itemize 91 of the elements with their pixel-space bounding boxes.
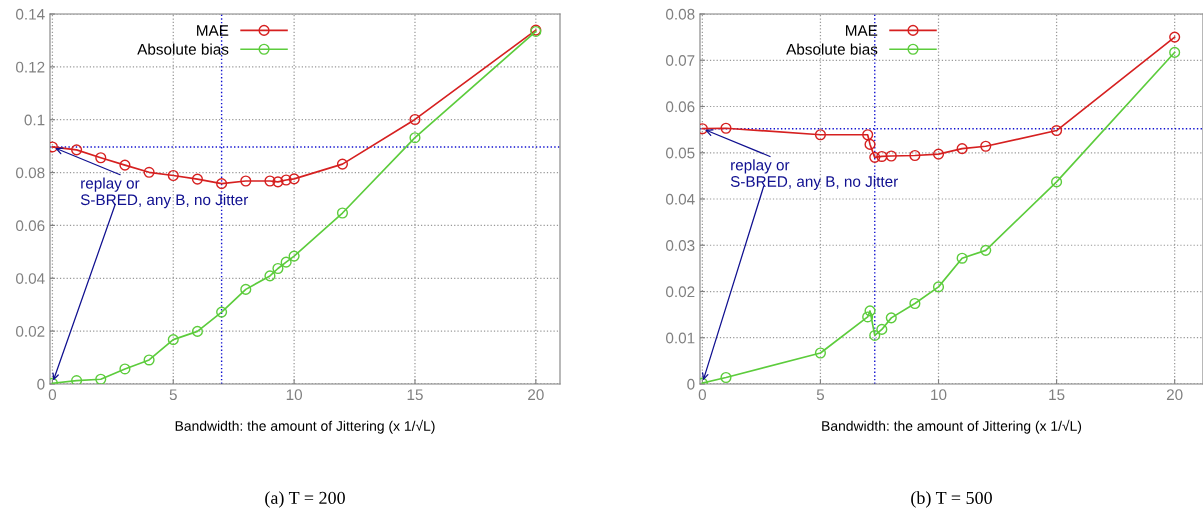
point	[191, 325, 203, 337]
x-tick-label: 20	[528, 389, 544, 401]
legend-label: Absolute bias	[786, 43, 878, 55]
legend-label: MAE	[846, 25, 878, 36]
point	[956, 143, 968, 155]
point	[720, 371, 732, 384]
point	[288, 250, 300, 262]
point	[71, 144, 83, 156]
point	[167, 169, 179, 182]
annotation: replay or S-BRED, any B, no Jitter	[730, 159, 898, 190]
x-tick-label: 5	[169, 389, 177, 401]
point	[280, 174, 292, 186]
y-tick-label: 0.1	[24, 114, 45, 126]
point	[336, 158, 349, 170]
x-tick-label: 0	[698, 389, 707, 401]
point	[864, 305, 876, 317]
point	[862, 311, 874, 323]
text: (b) T = 500	[911, 491, 992, 508]
x-tick-label: 20	[1166, 389, 1183, 401]
point	[864, 138, 876, 150]
y-tick-label: 0.03	[666, 240, 695, 251]
point	[885, 150, 897, 162]
x-tick-label: 10	[286, 389, 303, 401]
point	[95, 152, 107, 164]
point	[409, 132, 421, 144]
y-tick-label: 0.07	[666, 55, 695, 66]
point	[980, 244, 992, 256]
point	[1051, 176, 1063, 188]
point	[191, 173, 203, 185]
y-tick-label: 0.01	[666, 332, 695, 344]
point	[95, 373, 107, 384]
point	[1169, 46, 1181, 58]
point	[288, 173, 300, 185]
point	[885, 312, 897, 324]
point	[409, 113, 421, 126]
point	[264, 175, 276, 187]
point	[980, 140, 992, 152]
point	[280, 256, 292, 268]
x-tick-label: 10	[931, 389, 947, 401]
y-tick-label: 0	[687, 378, 695, 390]
x-tick-label: 15	[407, 389, 423, 401]
y-tick-label: 0	[37, 378, 45, 390]
y-tick-label: 0.14	[16, 8, 45, 20]
point	[956, 252, 968, 264]
y-tick-label: 0.06	[666, 101, 695, 113]
point	[71, 375, 83, 384]
x-tick-label: 15	[1049, 389, 1065, 401]
point	[814, 129, 826, 141]
y-tick-label: 0.04	[16, 273, 45, 284]
point	[119, 363, 131, 375]
point	[216, 306, 228, 318]
point	[336, 207, 349, 219]
point	[932, 281, 945, 293]
point	[1169, 31, 1181, 43]
point	[264, 270, 276, 282]
point	[869, 329, 881, 341]
point	[240, 175, 252, 187]
point	[272, 176, 284, 188]
y-tick-label: 0.06	[16, 220, 45, 232]
point	[119, 159, 131, 171]
point	[869, 151, 881, 163]
y-tick-label: 0.05	[666, 147, 695, 159]
y-tick-label: 0.08	[16, 167, 45, 179]
x-tick-label: 0	[48, 389, 57, 401]
point	[876, 323, 888, 335]
point	[876, 150, 888, 163]
point	[1051, 124, 1063, 137]
annotation: replay or S-BRED, any B, no Jitter	[80, 177, 249, 209]
y-tick-label: 0.04	[666, 193, 695, 205]
y-tick-label: 0.08	[666, 8, 695, 20]
point	[909, 149, 921, 162]
point	[932, 148, 945, 160]
point	[720, 122, 732, 134]
text: (a) T = 200	[265, 491, 345, 508]
point	[216, 178, 228, 190]
x-tick-label: 5	[816, 389, 825, 401]
point	[143, 166, 155, 178]
y-tick-label: 0.02	[666, 286, 695, 298]
y-tick-label: 0.12	[16, 61, 45, 73]
point	[862, 129, 874, 141]
point	[909, 297, 921, 310]
point	[240, 283, 252, 295]
point	[814, 347, 826, 359]
point	[167, 334, 179, 346]
legend-label: MAE	[197, 25, 229, 36]
point	[143, 354, 155, 366]
legend-label: Absolute bias	[137, 43, 229, 55]
x-axis-title: Bandwidth: the amount of Jittering (x 1/√L)	[175, 419, 435, 434]
x-axis-title: Bandwidth: the amount of Jittering (x 1/√L)	[822, 419, 1082, 434]
y-tick-label: 0.02	[16, 326, 45, 337]
point	[272, 262, 284, 275]
